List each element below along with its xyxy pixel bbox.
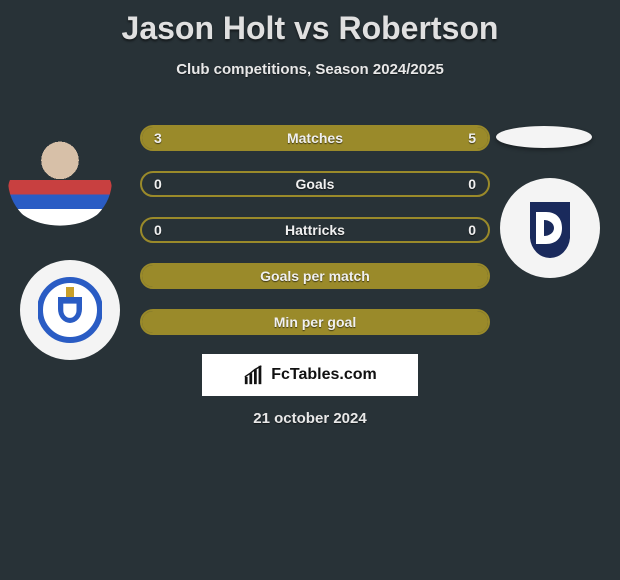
stat-row: Min per goal [140,309,490,335]
stat-row: 00Hattricks [140,217,490,243]
branding-box: FcTables.com [202,354,418,396]
bar-chart-icon [243,364,265,386]
player-right-avatar [496,126,592,148]
stat-label: Goals [142,173,488,195]
stat-label: Goals per match [142,265,488,287]
page-title: Jason Holt vs Robertson [0,0,620,47]
stat-row: Goals per match [140,263,490,289]
club-left-badge [20,260,120,360]
branding-label: FcTables.com [271,366,377,384]
stat-row: 35Matches [140,125,490,151]
stats-container: 35Matches 00Goals 00Hattricks Goals per mat… [140,125,490,355]
stat-label: Min per goal [142,311,488,333]
subtitle: Club competitions, Season 2024/2025 [0,61,620,78]
dundee-crest-icon: F C [518,196,582,260]
svg-text:F C: F C [544,215,555,222]
stat-label: Matches [142,127,488,149]
date-text: 21 october 2024 [0,410,620,427]
player-left-avatar [8,124,112,228]
club-right-badge: F C [500,178,600,278]
stat-row: 00Goals [140,171,490,197]
stat-label: Hattricks [142,219,488,241]
stjohnstone-crest-icon [38,275,102,345]
